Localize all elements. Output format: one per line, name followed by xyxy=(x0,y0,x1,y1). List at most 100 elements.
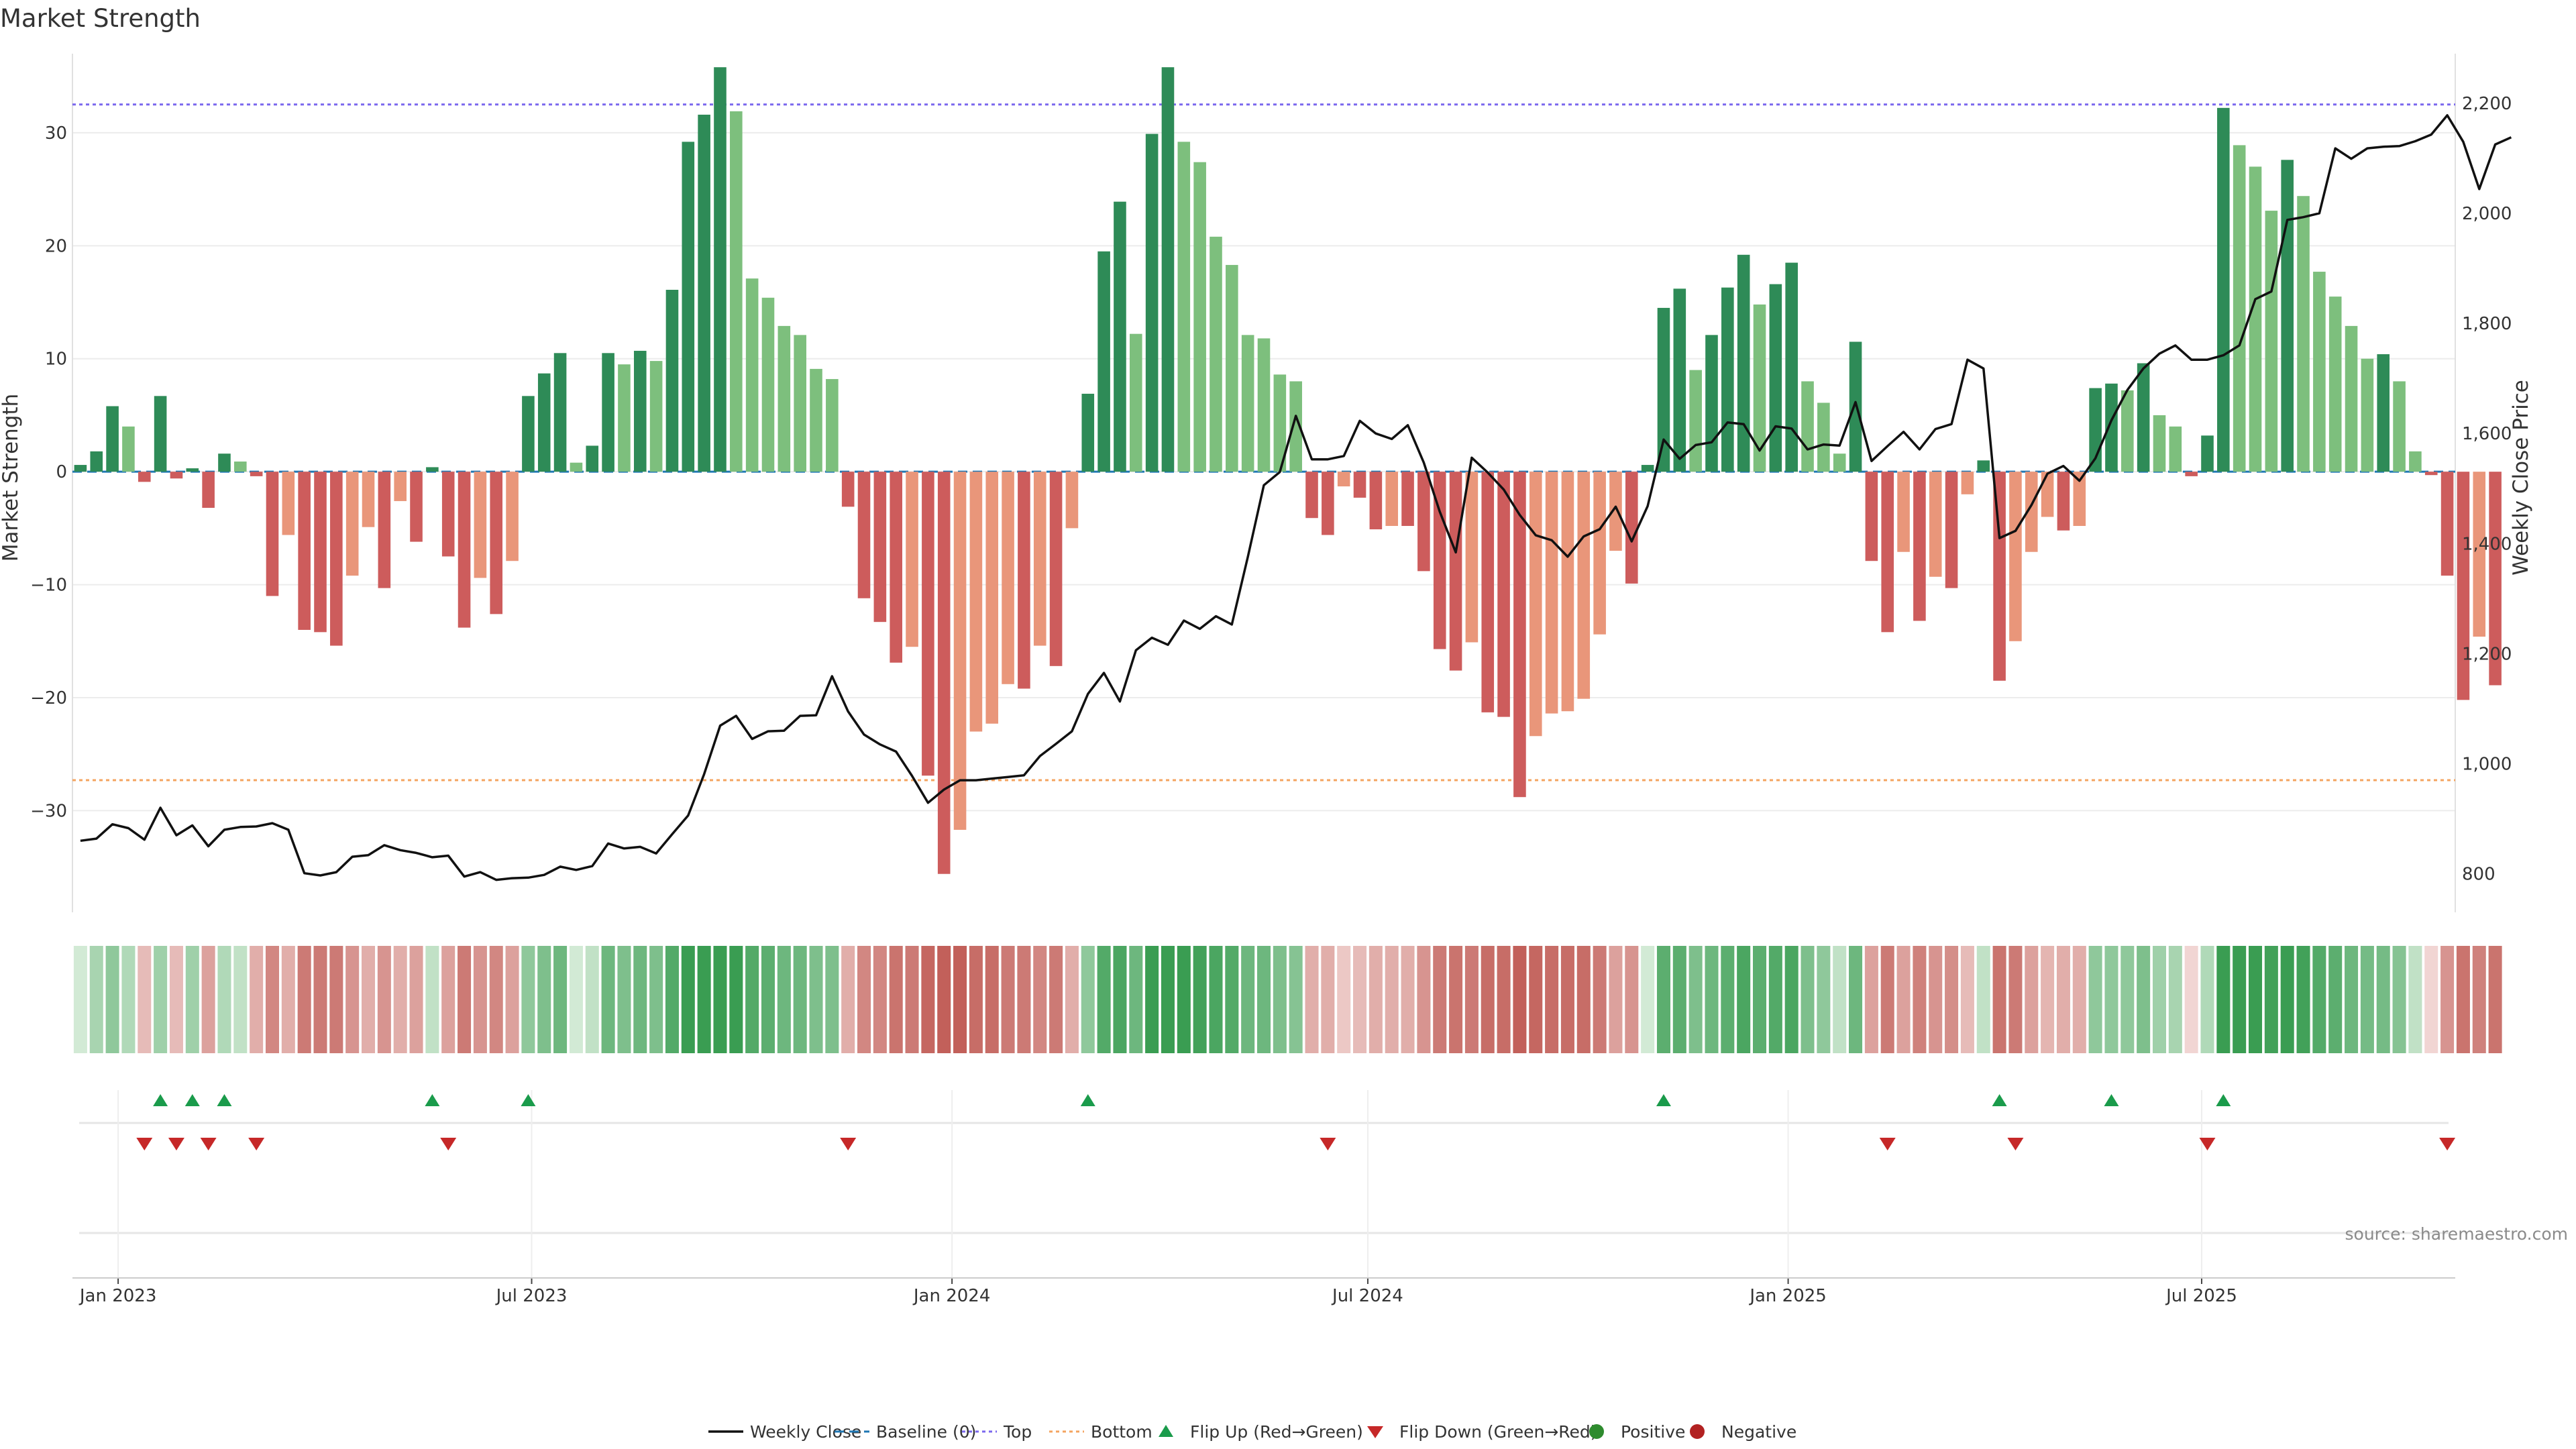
strength-bar xyxy=(698,114,710,472)
heat-cell xyxy=(1017,946,1031,1053)
strength-bar xyxy=(1993,472,2006,681)
y-tick-label: −20 xyxy=(30,688,67,708)
strength-bar xyxy=(74,465,87,472)
x-tick-label: Jan 2025 xyxy=(1748,1286,1827,1306)
heat-cell xyxy=(1113,946,1127,1053)
strength-bar xyxy=(1145,133,1159,472)
heat-cell xyxy=(73,946,87,1053)
strength-bar xyxy=(1177,142,1191,472)
heat-cell xyxy=(553,946,568,1053)
strength-bar xyxy=(490,472,503,614)
heat-cell xyxy=(1449,946,1463,1053)
heat-cell xyxy=(617,946,631,1053)
flip-down-marker xyxy=(2439,1138,2456,1150)
heat-cell xyxy=(1560,946,1574,1053)
heat-cell xyxy=(1464,946,1479,1053)
heat-cell xyxy=(1768,946,1782,1053)
heat-cell xyxy=(761,946,775,1053)
strength-bar xyxy=(1753,304,1766,472)
strength-bar xyxy=(2281,160,2294,472)
x-axis: Jan 2023 Jul 2023 Jan 2024 Jul 2024 Jan 2025… xyxy=(72,1277,2455,1306)
heat-cell xyxy=(1641,946,1655,1053)
heat-cell xyxy=(281,946,295,1053)
heat-cell xyxy=(2264,946,2278,1053)
strength-bar xyxy=(1641,465,1654,472)
flip-up-marker xyxy=(1992,1094,2007,1106)
legend-label: Positive xyxy=(1621,1422,1685,1442)
heat-cell xyxy=(2137,946,2151,1053)
x-tick-label: Jul 2025 xyxy=(2165,1286,2237,1306)
strength-bar xyxy=(1257,338,1271,472)
heat-cell xyxy=(969,946,983,1053)
heat-cell xyxy=(681,946,695,1053)
heat-cell xyxy=(473,946,487,1053)
heat-cell xyxy=(1625,946,1639,1053)
strength-bar xyxy=(1241,335,1254,472)
heat-cell xyxy=(825,946,839,1053)
strength-bar xyxy=(665,290,679,472)
strength-bar xyxy=(1481,472,1495,712)
strength-bar xyxy=(1561,472,1574,712)
strength-bar xyxy=(2185,472,2198,476)
strength-bar xyxy=(1545,472,1558,714)
x-tick-label: Jan 2024 xyxy=(912,1286,991,1306)
strength-bar xyxy=(330,472,343,646)
heat-cell xyxy=(1497,946,1511,1053)
strength-bar xyxy=(2409,451,2422,472)
heat-cell xyxy=(1929,946,1943,1053)
strength-bar xyxy=(441,472,455,557)
heat-cell xyxy=(2072,946,2086,1053)
strength-bar xyxy=(1002,472,1014,684)
strength-bar xyxy=(458,472,471,628)
heat-cell xyxy=(1177,946,1191,1053)
heat-cell xyxy=(1896,946,1911,1053)
y-axis-label: Market Strength xyxy=(0,394,23,562)
strength-bar xyxy=(1161,67,1175,472)
heat-cell xyxy=(2200,946,2214,1053)
heat-cell xyxy=(2184,946,2198,1053)
heat-cell xyxy=(250,946,264,1053)
strength-bar xyxy=(2041,472,2054,517)
strength-bar xyxy=(906,472,918,647)
strength-bars xyxy=(74,67,2502,874)
strength-bar xyxy=(314,472,327,633)
strength-bar xyxy=(1114,201,1126,472)
heat-cell xyxy=(713,946,727,1053)
strength-bar xyxy=(922,472,934,776)
strength-bar xyxy=(506,472,519,561)
heat-cell xyxy=(2376,946,2390,1053)
strength-bar xyxy=(649,361,663,472)
strength-bar xyxy=(2393,381,2406,472)
heat-cell xyxy=(1225,946,1239,1053)
heat-cell xyxy=(1992,946,2006,1053)
right-y-axis: 2,200 2,000 1,800 1,600 1,400 1,200 1,000 800 xyxy=(2462,94,2512,885)
strength-bar xyxy=(1929,472,1942,577)
heat-cell xyxy=(1065,946,1079,1053)
heat-cell xyxy=(1688,946,1703,1053)
strength-bar xyxy=(1417,472,1430,572)
strength-bar xyxy=(969,472,983,732)
flip-markers xyxy=(136,1094,2456,1150)
heat-cell xyxy=(1833,946,1847,1053)
strength-bar xyxy=(410,472,423,542)
strength-bar xyxy=(1593,472,1606,635)
heat-cell xyxy=(393,946,407,1053)
heat-cell xyxy=(665,946,679,1053)
flip-up-marker xyxy=(1656,1094,1671,1106)
y-tick-label: −10 xyxy=(30,576,67,596)
heat-cell xyxy=(2456,946,2470,1053)
strength-bar xyxy=(186,468,199,472)
strength-bar xyxy=(714,67,727,472)
strength-bar xyxy=(794,335,806,472)
y2-axis-label: Weekly Close Price xyxy=(2509,380,2533,576)
heat-cell xyxy=(458,946,472,1053)
heat-cell xyxy=(2008,946,2023,1053)
heat-cell xyxy=(985,946,999,1053)
heat-cell xyxy=(1256,946,1271,1053)
heat-cell xyxy=(1337,946,1351,1053)
strength-bar xyxy=(106,406,119,472)
heat-cell xyxy=(937,946,951,1053)
flip-up-marker xyxy=(2216,1094,2231,1106)
heat-cell xyxy=(2233,946,2247,1053)
heat-cell xyxy=(745,946,759,1053)
